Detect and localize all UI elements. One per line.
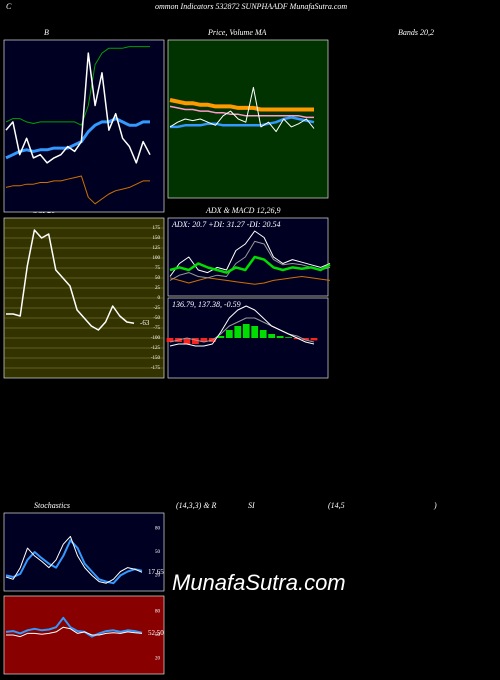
y-tick-label: -25 [153, 306, 160, 311]
series-line [170, 116, 315, 129]
caption: Stochastics [34, 501, 70, 510]
series-line [169, 305, 315, 347]
series-line [169, 98, 314, 112]
y-tick-label: -50 [153, 316, 160, 321]
y-tick-label: 25 [155, 286, 161, 291]
caption: (14,3,3) & R [176, 501, 217, 510]
panel [3, 512, 165, 592]
y-tick-label: 50 [155, 276, 161, 281]
panel-subtitle: 136.79, 137.38, -0.59 [172, 300, 241, 309]
series-line [169, 255, 331, 274]
y-tick-label: 50 [155, 633, 161, 638]
y-tick-label: 150 [153, 236, 161, 241]
caption: Bands 20,2 [398, 28, 434, 37]
y-tick-label: -150 [151, 356, 161, 361]
series-line [5, 616, 143, 638]
y-tick-label: 175 [153, 226, 161, 231]
value-label: -63 [140, 319, 150, 327]
bar [293, 338, 301, 340]
series-line [169, 105, 314, 119]
caption: Price, Volume MA [207, 28, 267, 37]
series-line [6, 229, 135, 331]
series-line [169, 276, 331, 285]
panel [3, 595, 165, 675]
series-line [6, 626, 143, 638]
caption: ADX & MACD 12,26,9 [205, 206, 280, 215]
series-line [5, 535, 143, 584]
value-label: 52.50 [148, 629, 164, 637]
series-line [169, 230, 331, 277]
watermark: MunafaSutra.com [172, 570, 346, 595]
y-tick-label: 50 [155, 550, 161, 555]
bar [259, 330, 267, 338]
bar [251, 326, 259, 338]
bar [242, 324, 250, 338]
series-line [169, 240, 331, 281]
bar [225, 330, 233, 338]
bar [200, 338, 208, 342]
caption: B [44, 28, 49, 37]
series-line [169, 86, 315, 133]
panel [3, 39, 165, 213]
panel [167, 217, 329, 297]
series-line [5, 52, 151, 164]
y-tick-label: 0 [158, 296, 161, 301]
y-tick-label: 80 [155, 527, 161, 532]
bar [192, 338, 199, 344]
y-tick-label: 100 [153, 256, 161, 261]
series-line [5, 117, 150, 160]
series-line [5, 175, 150, 205]
title-left: C [6, 2, 12, 11]
bar [234, 326, 242, 338]
y-tick-label: -100 [151, 336, 161, 341]
series-line [5, 539, 143, 585]
bar [310, 338, 318, 341]
y-tick-label: 125 [153, 246, 161, 251]
bar [166, 338, 174, 342]
bar [217, 336, 225, 338]
y-tick-label: -125 [151, 346, 161, 351]
bar [285, 337, 292, 338]
panel-subtitle: ADX: 20.7 +DI: 31.27 -DI: 20.54 [171, 220, 281, 229]
y-tick-label: 80 [155, 610, 161, 615]
value-label: 17.65 [148, 568, 164, 576]
y-tick-label: 75 [155, 266, 161, 271]
caption: ) [433, 501, 437, 510]
y-tick-label: -75 [153, 326, 160, 331]
bar [268, 334, 276, 338]
bar [276, 336, 284, 338]
title: ommon Indicators 532872 SUNPHAADF Munafa… [155, 2, 347, 11]
bar [183, 338, 191, 344]
caption: (14,5 [328, 501, 345, 510]
y-tick-label: 20 [155, 574, 161, 579]
y-tick-label: -175 [151, 366, 161, 371]
caption: SI [248, 501, 255, 510]
y-tick-label: 20 [155, 657, 161, 662]
bar [302, 338, 309, 340]
series-line [5, 46, 150, 126]
